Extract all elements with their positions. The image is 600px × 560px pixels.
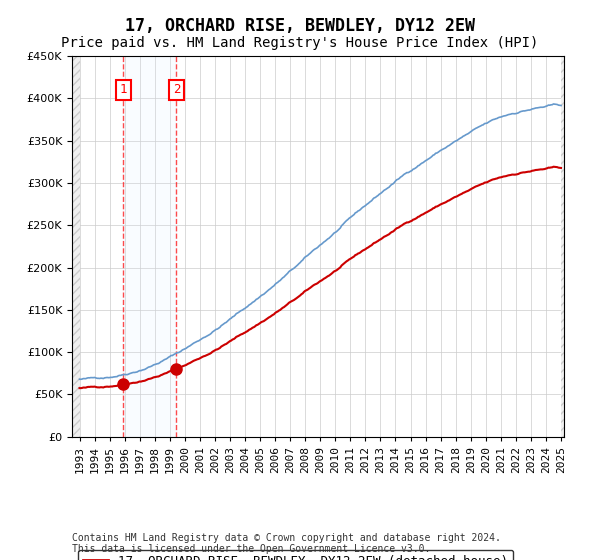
Text: Contains HM Land Registry data © Crown copyright and database right 2024.
This d: Contains HM Land Registry data © Crown c… [72, 533, 501, 554]
Bar [561, 56, 572, 437]
Bar [124, 56, 176, 437]
Text: Price paid vs. HM Land Registry's House Price Index (HPI): Price paid vs. HM Land Registry's House … [61, 36, 539, 50]
Legend: 17, ORCHARD RISE, BEWDLEY, DY12 2EW (detached house), HPI: Average price, detach: 17, ORCHARD RISE, BEWDLEY, DY12 2EW (det… [78, 550, 513, 560]
Text: 2: 2 [173, 83, 180, 96]
Text: 1: 1 [119, 83, 127, 96]
Bar [72, 56, 80, 437]
Text: 17, ORCHARD RISE, BEWDLEY, DY12 2EW: 17, ORCHARD RISE, BEWDLEY, DY12 2EW [125, 17, 475, 35]
